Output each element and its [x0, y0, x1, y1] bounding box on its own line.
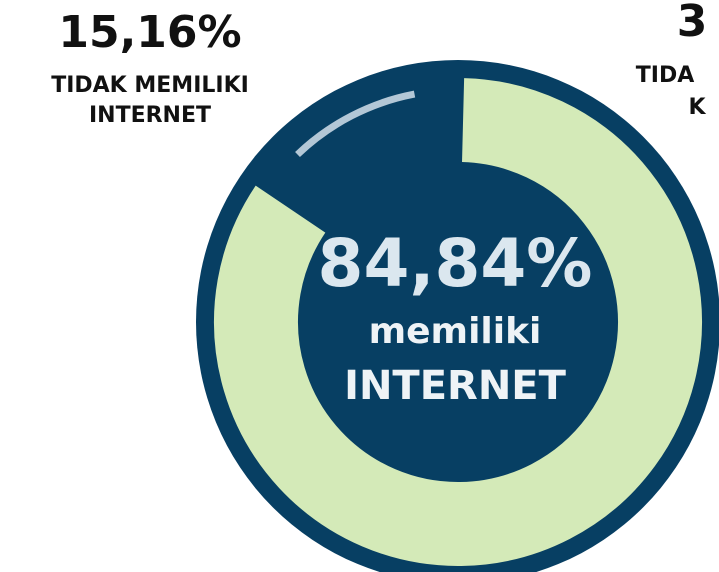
annotation: 3 [677, 0, 708, 47]
slice-label: INTERNET [344, 363, 567, 409]
donut-slice [214, 78, 702, 566]
slice-label: INTERNET [89, 103, 211, 128]
value-label: 15,16% [58, 7, 241, 58]
slice-label: TIDAK MEMILIKI [51, 73, 249, 98]
donut-slice [295, 90, 416, 158]
annotation: TIDA [636, 63, 694, 88]
annotation: K [688, 95, 706, 120]
value-label: 84,84% [318, 225, 593, 302]
slice-label: memiliki [369, 311, 542, 352]
